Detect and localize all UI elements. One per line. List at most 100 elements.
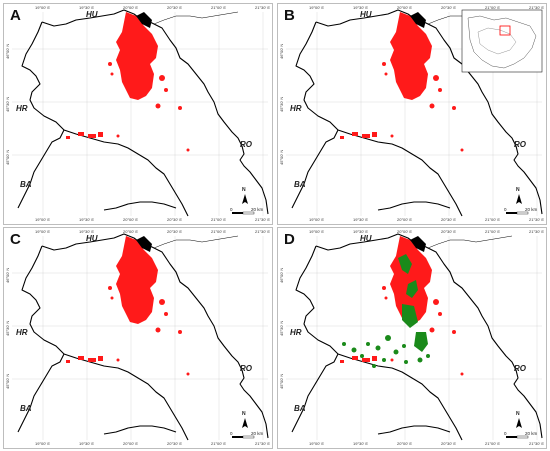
longitude-tick-label: 19°30' E bbox=[353, 217, 369, 222]
north-arrow-label: N bbox=[516, 187, 520, 193]
latitude-tick-label: 46°00' N bbox=[279, 43, 284, 59]
country-label-hu: HU bbox=[86, 234, 98, 243]
longitude-tick-label: 19°00' E bbox=[35, 5, 51, 10]
hu-boundary-thin bbox=[153, 11, 239, 25]
north-arrow-label: N bbox=[516, 411, 520, 417]
longitude-tick-label: 20°00' E bbox=[397, 441, 413, 446]
longitude-tick-label: 19°30' E bbox=[79, 441, 95, 446]
north-arrow-icon bbox=[516, 194, 522, 204]
country-label-ro: RO bbox=[240, 140, 252, 149]
country-label-ba: BA bbox=[20, 404, 32, 413]
latitude-tick-label: 45°00' N bbox=[279, 373, 284, 389]
danube-sava-border bbox=[337, 353, 463, 441]
longitude-tick-label: 21°00' E bbox=[211, 441, 227, 446]
longitude-tick-label: 21°00' E bbox=[485, 229, 501, 234]
longitude-tick-label: 21°30' E bbox=[255, 441, 271, 446]
longitude-tick-label: 21°00' E bbox=[211, 229, 227, 234]
longitude-tick-label: 20°30' E bbox=[167, 217, 183, 222]
scale-label-zero: 0 bbox=[504, 431, 507, 436]
north-arrow-label: N bbox=[242, 187, 246, 193]
longitude-tick-label: 20°00' E bbox=[397, 217, 413, 222]
inset-highlight-box bbox=[499, 25, 511, 36]
latitude-tick-label: 46°00' N bbox=[5, 267, 10, 283]
panel-letter: B bbox=[284, 7, 295, 24]
longitude-tick-label: 20°00' E bbox=[123, 5, 139, 10]
latitude-tick-label: 45°30' N bbox=[279, 320, 284, 336]
red-occurrence-layer bbox=[66, 12, 190, 152]
map-panel-b: B HU HR BA RO 19°00' E 19°00' E 19°30' E 19… bbox=[277, 3, 547, 225]
country-label-hu: HU bbox=[86, 10, 98, 19]
country-label-hr: HR bbox=[16, 328, 28, 337]
longitude-tick-label: 20°00' E bbox=[397, 5, 413, 10]
latitude-tick-label: 45°00' N bbox=[5, 149, 10, 165]
country-label-ba: BA bbox=[20, 180, 32, 189]
danube-sava-border bbox=[63, 353, 189, 441]
scale-label-zero: 0 bbox=[230, 431, 233, 436]
southern-border bbox=[377, 201, 451, 211]
north-arrow-icon bbox=[516, 418, 522, 428]
country-label-ro: RO bbox=[514, 364, 526, 373]
longitude-tick-label: 21°00' E bbox=[211, 5, 227, 10]
map-canvas bbox=[12, 233, 269, 441]
longitude-tick-label: 21°30' E bbox=[255, 217, 271, 222]
country-label-ro: RO bbox=[514, 140, 526, 149]
longitude-tick-label: 21°30' E bbox=[255, 5, 271, 10]
longitude-tick-label: 21°00' E bbox=[485, 441, 501, 446]
longitude-tick-label: 20°30' E bbox=[441, 229, 457, 234]
scale-label-zero: 0 bbox=[230, 207, 233, 212]
longitude-tick-label: 21°30' E bbox=[529, 217, 545, 222]
longitude-tick-label: 21°00' E bbox=[485, 217, 501, 222]
longitude-tick-label: 21°00' E bbox=[211, 217, 227, 222]
scale-label-zero: 0 bbox=[504, 207, 507, 212]
scale-label-distance: 20 km bbox=[525, 207, 538, 212]
longitude-tick-label: 20°30' E bbox=[167, 5, 183, 10]
longitude-tick-label: 19°30' E bbox=[353, 229, 369, 234]
country-label-hr: HR bbox=[16, 104, 28, 113]
latitude-tick-label: 45°00' N bbox=[5, 373, 10, 389]
croatia-border bbox=[291, 21, 339, 209]
red-occurrence-layer bbox=[340, 12, 464, 152]
scale-bar bbox=[506, 211, 529, 215]
north-arrow-icon bbox=[242, 194, 248, 204]
hu-boundary-thin bbox=[153, 235, 239, 249]
serbia-vojvodina-border bbox=[41, 9, 269, 215]
map-canvas bbox=[286, 9, 543, 217]
longitude-tick-label: 19°00' E bbox=[309, 441, 325, 446]
longitude-tick-label: 20°00' E bbox=[123, 217, 139, 222]
longitude-tick-label: 21°30' E bbox=[255, 229, 271, 234]
southern-border bbox=[103, 425, 177, 435]
scale-label-distance: 20 km bbox=[525, 431, 538, 436]
longitude-tick-label: 21°30' E bbox=[529, 229, 545, 234]
red-occurrence-layer bbox=[66, 236, 190, 376]
longitude-tick-label: 19°00' E bbox=[309, 217, 325, 222]
longitude-tick-label: 21°30' E bbox=[529, 5, 545, 10]
north-arrow-icon bbox=[242, 418, 248, 428]
longitude-tick-label: 19°30' E bbox=[79, 5, 95, 10]
serbia-vojvodina-border bbox=[315, 233, 543, 439]
scale-label-distance: 20 km bbox=[251, 431, 264, 436]
croatia-border bbox=[17, 21, 65, 209]
longitude-tick-label: 19°00' E bbox=[35, 217, 51, 222]
longitude-tick-label: 19°30' E bbox=[79, 217, 95, 222]
green-occurrence-layer bbox=[342, 254, 430, 368]
longitude-tick-label: 19°00' E bbox=[35, 441, 51, 446]
longitude-tick-label: 20°00' E bbox=[397, 229, 413, 234]
southern-border bbox=[103, 201, 177, 211]
latitude-tick-label: 45°30' N bbox=[5, 320, 10, 336]
scale-bar bbox=[232, 435, 255, 439]
longitude-tick-label: 20°30' E bbox=[441, 217, 457, 222]
country-label-hu: HU bbox=[360, 10, 372, 19]
scale-bar bbox=[506, 435, 529, 439]
map-panel-c: C HU HR BA RO 19°00' E 19°00' E 19°30' E 19… bbox=[3, 227, 273, 449]
latitude-tick-label: 45°30' N bbox=[279, 96, 284, 112]
danube-sava-border bbox=[337, 129, 463, 217]
country-label-ba: BA bbox=[294, 180, 306, 189]
map-panel-d: D HU HR BA RO 19°00' E 19°00' E 19°30' E 19… bbox=[277, 227, 547, 449]
croatia-border bbox=[17, 245, 65, 433]
country-label-ro: RO bbox=[240, 364, 252, 373]
hu-boundary-thin bbox=[427, 235, 513, 249]
longitude-tick-label: 20°00' E bbox=[123, 441, 139, 446]
longitude-tick-label: 20°30' E bbox=[441, 441, 457, 446]
latitude-tick-label: 45°00' N bbox=[279, 149, 284, 165]
